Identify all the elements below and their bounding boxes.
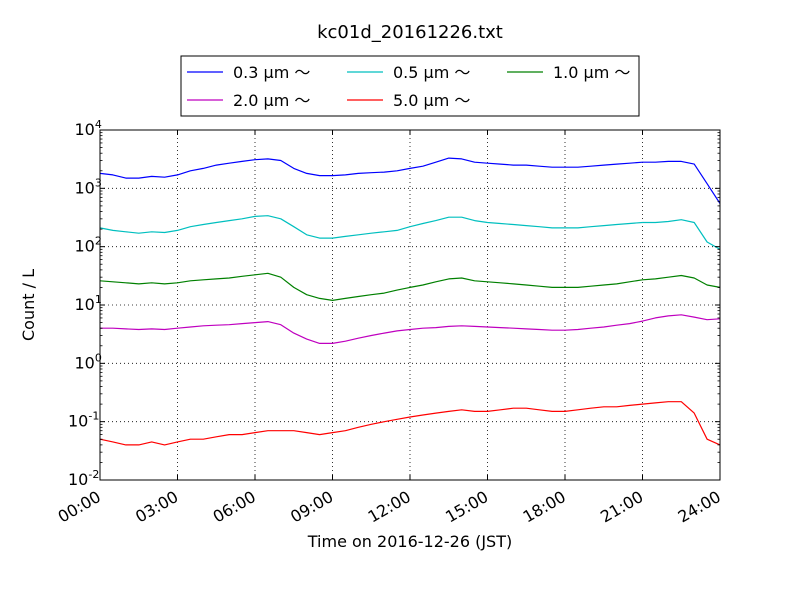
series-line-2 — [99, 215, 721, 250]
legend: 0.3 μm ～ 0.5 μm ～ 1.0 μm ～ 2.0 μm ～ 5.0 μm ～ — [180, 55, 640, 117]
chart-title: kc01d_20161226.txt — [317, 22, 503, 43]
y-tick-label: 100 — [75, 351, 102, 372]
series-line-5 — [99, 401, 721, 446]
legend-label: 0.3 μm ～ — [233, 63, 310, 82]
legend-label: 2.0 μm ～ — [233, 91, 310, 110]
series-line-1 — [99, 157, 721, 204]
y-tick-label: 102 — [75, 235, 102, 256]
legend-label: 0.5 μm ～ — [393, 63, 470, 82]
grid-layer — [100, 130, 720, 480]
legend-label: 1.0 μm ～ — [553, 63, 630, 82]
y-tick-label: 101 — [75, 293, 102, 314]
y-tick-label: 10-1 — [68, 410, 99, 431]
series-layer — [99, 157, 721, 446]
y-tick-label: 10-2 — [68, 468, 99, 489]
y-axis-label: Count / L — [19, 269, 38, 341]
legend-label: 5.0 μm ～ — [393, 91, 470, 110]
y-tick-label: 103 — [75, 176, 102, 197]
series-line-4 — [100, 314, 721, 344]
series-line-3 — [99, 272, 721, 301]
plot-frame — [99, 129, 721, 481]
legend-box — [180, 55, 640, 117]
x-axis-label: Time on 2016-12-26 (JST) — [307, 532, 512, 551]
y-tick-label: 104 — [75, 118, 102, 139]
